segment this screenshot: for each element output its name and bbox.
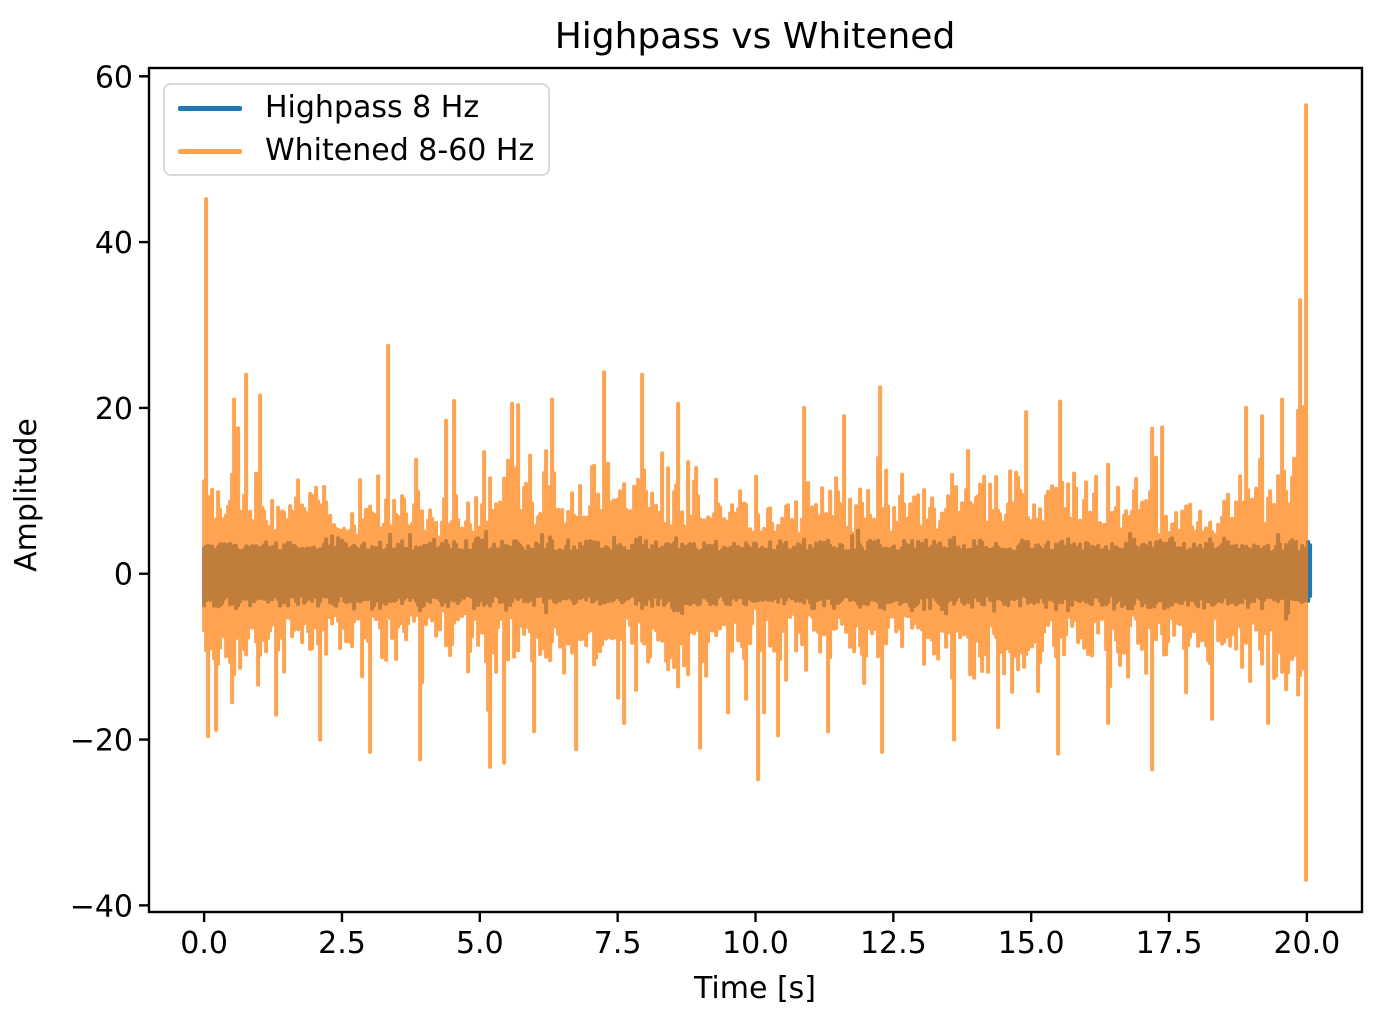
y-tick-label: −40 <box>70 889 133 924</box>
x-tick-label: 17.5 <box>1136 926 1203 961</box>
whitened-series <box>202 103 1309 882</box>
x-tick-label: 12.5 <box>860 926 927 961</box>
y-tick-label: −20 <box>70 724 133 759</box>
legend-label-whitened: Whitened 8-60 Hz <box>265 133 535 168</box>
x-axis: 0.0 2.5 5.0 7.5 10.0 12.5 15.0 17.5 20.0 <box>180 912 1340 961</box>
legend-item-highpass: Highpass 8 Hz <box>178 88 548 128</box>
series-group <box>202 103 1313 882</box>
y-tick-label: 20 <box>95 392 133 427</box>
highpass-line-swatch <box>178 105 242 111</box>
legend-item-whitened: Whitened 8-60 Hz <box>178 131 548 171</box>
chart-title: Highpass vs Whitened <box>555 16 956 57</box>
x-tick-label: 10.0 <box>722 926 789 961</box>
legend: Highpass 8 Hz Whitened 8-60 Hz <box>163 83 550 176</box>
x-tick-label: 0.0 <box>180 926 228 961</box>
x-tick-label: 2.5 <box>318 926 366 961</box>
x-tick-label: 20.0 <box>1273 926 1340 961</box>
y-axis-label: Amplitude <box>9 418 44 572</box>
y-axis: −40 −20 0 20 40 60 <box>70 60 149 924</box>
x-tick-label: 5.0 <box>456 926 504 961</box>
whitened-line-swatch <box>178 148 242 154</box>
y-tick-label: 0 <box>114 558 133 593</box>
x-axis-label: Time [s] <box>693 971 816 1006</box>
legend-label-highpass: Highpass 8 Hz <box>265 90 480 125</box>
x-tick-label: 15.0 <box>998 926 1065 961</box>
x-tick-label: 7.5 <box>594 926 642 961</box>
y-tick-label: 40 <box>95 226 133 261</box>
y-tick-label: 60 <box>95 60 133 95</box>
